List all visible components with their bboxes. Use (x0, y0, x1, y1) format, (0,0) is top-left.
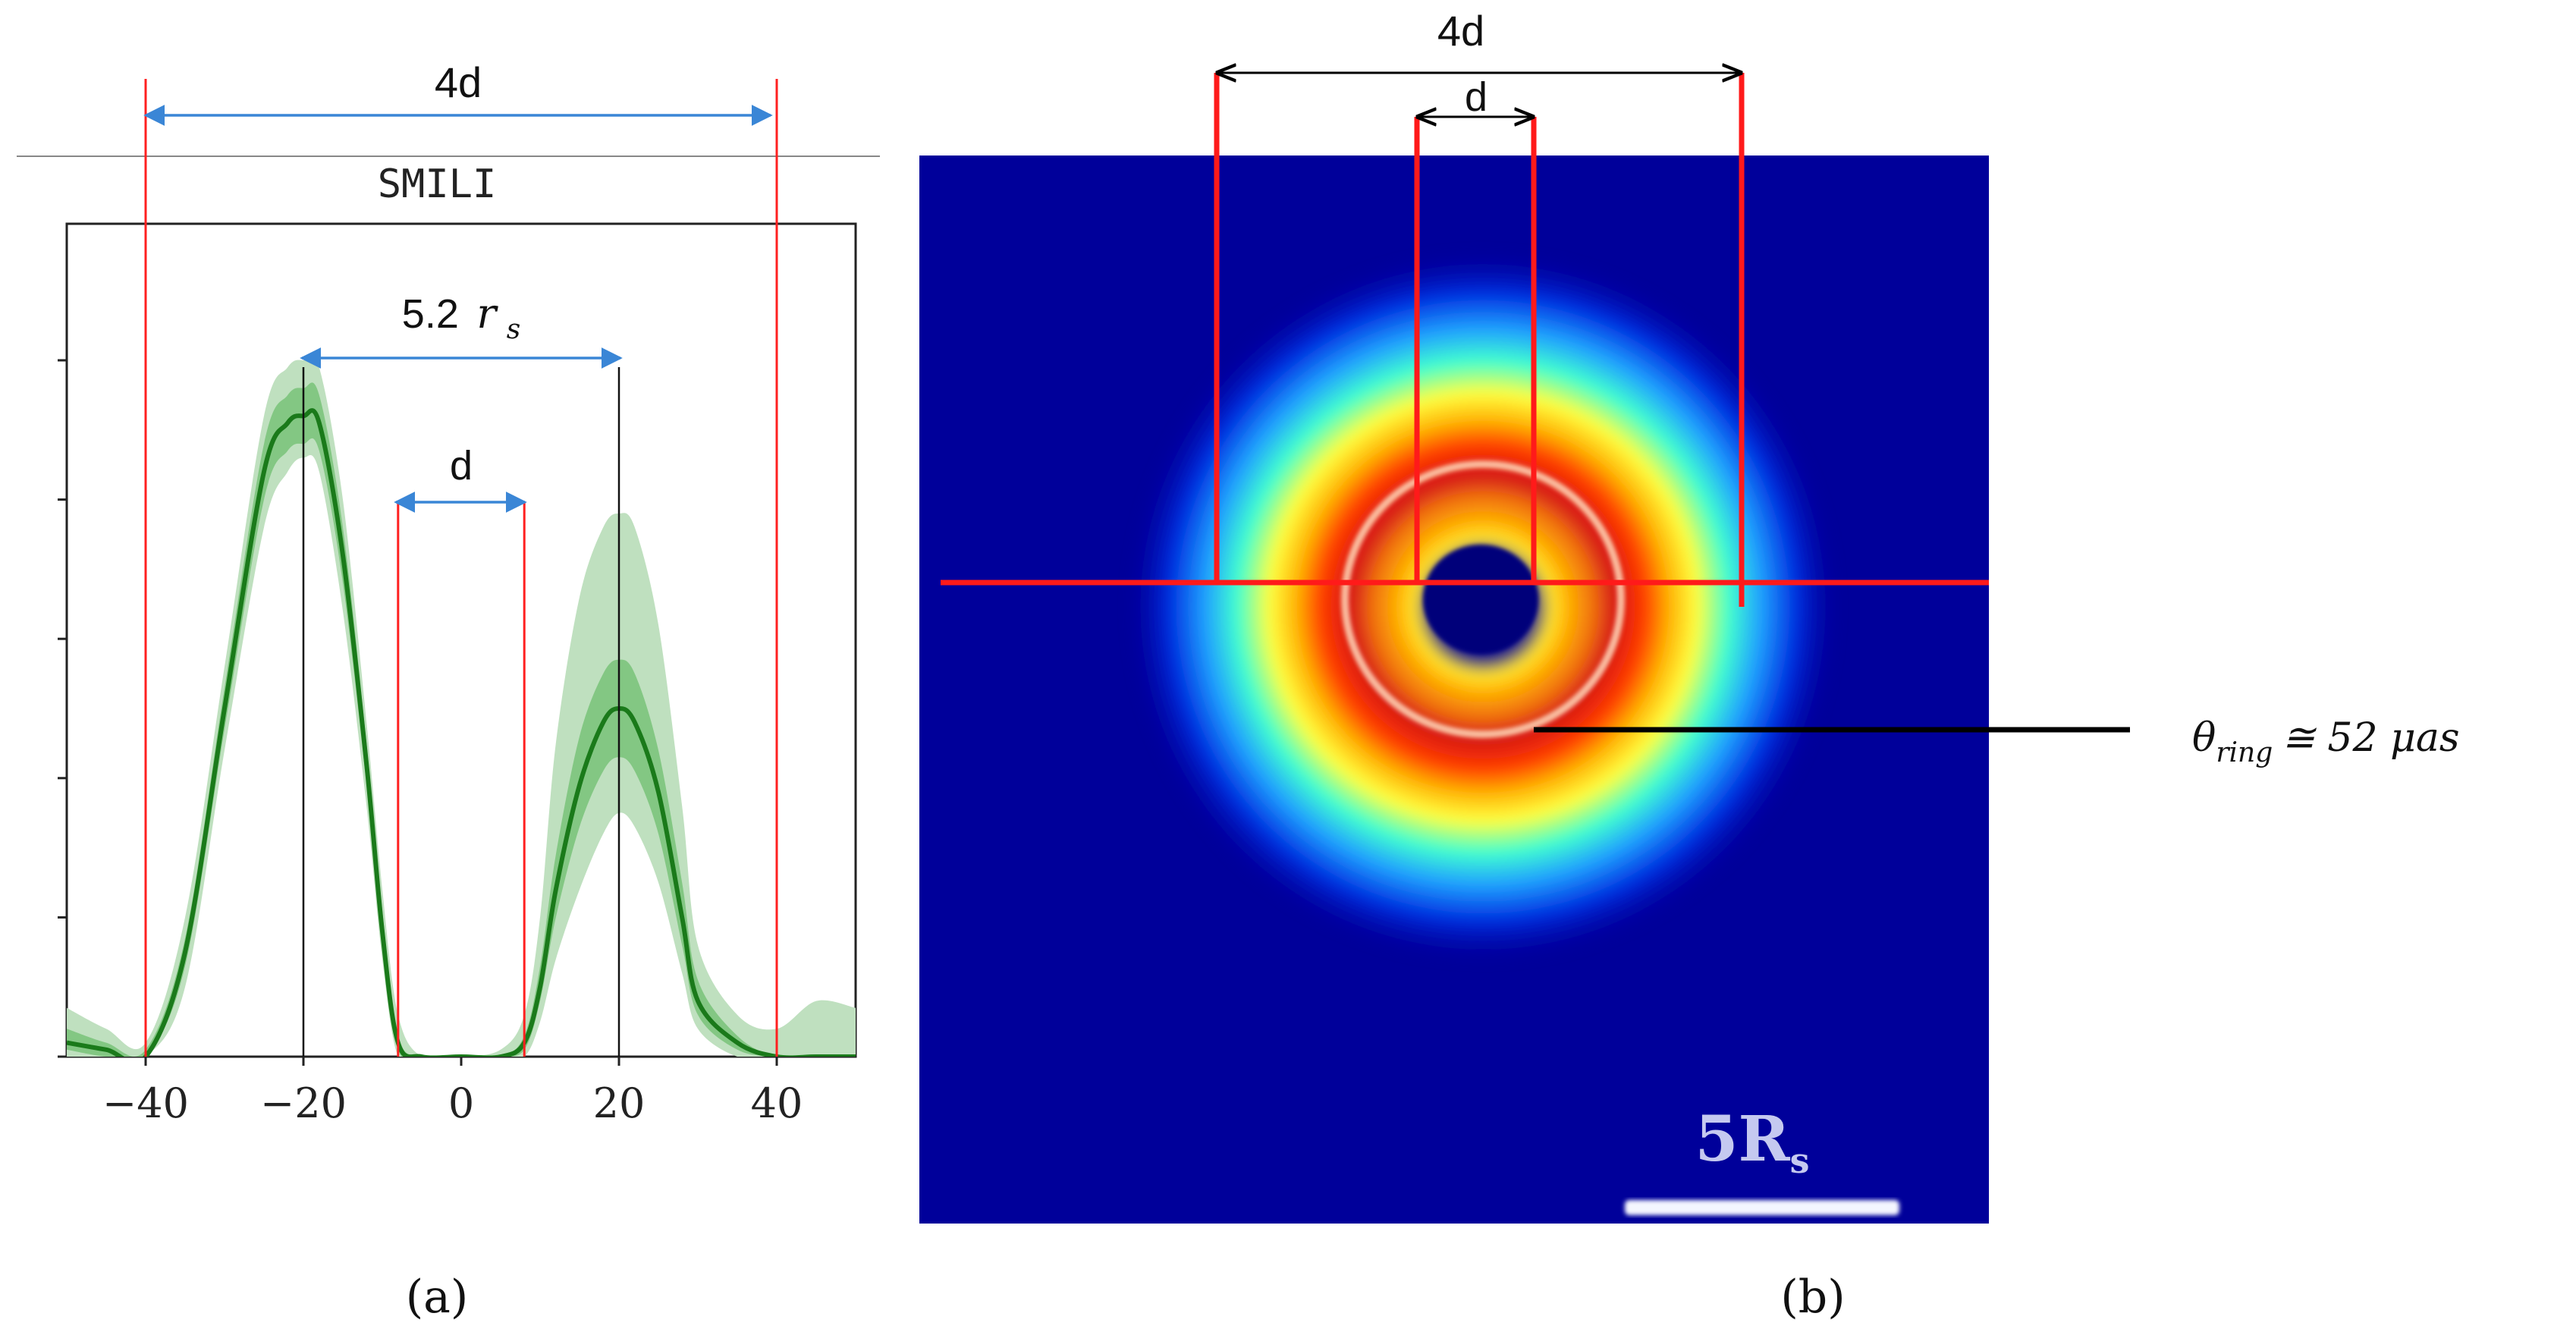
image-guide-lines (941, 73, 1989, 607)
scale-bar-label: 5Rs (1695, 1103, 1809, 1181)
uncertainty-band-outer (67, 354, 856, 1057)
d-label-b: d (1465, 74, 1487, 120)
x-tick-label: 40 (751, 1079, 803, 1127)
scale-bar-value: 5R (1695, 1103, 1790, 1176)
shadow-diameter-label: 5.2 r s (402, 290, 520, 345)
theta-symbol: θ (2192, 715, 2216, 761)
profile-line (67, 408, 856, 1057)
x-tick-label: −20 (260, 1079, 347, 1127)
x-tick-label: 20 (593, 1079, 646, 1127)
photon-ring (1341, 460, 1625, 738)
scale-bar-subscript: s (1790, 1140, 1810, 1181)
ring-size-label: θring ≅ 52 μas (2192, 715, 2460, 768)
panel-a-label: (a) (406, 1271, 469, 1324)
shadow-center (1423, 545, 1538, 654)
theta-value: ≅ 52 μas (2282, 715, 2459, 761)
panel-a-title: SMILI (378, 162, 497, 207)
panel-b: 5Rs 4d d θring ≅ 52 μas (b) (919, 7, 2460, 1324)
shadow-value: 5.2 (402, 291, 459, 337)
theta-subscript: ring (2216, 737, 2273, 768)
panel-a: SMILI −40 −20 0 20 40 4d 5.2 r s d (a) (17, 58, 880, 1324)
shadow-unit-subscript: s (507, 314, 520, 345)
four-d-label: 4d (435, 58, 482, 106)
d-label: d (450, 443, 473, 489)
y-axis (58, 359, 67, 1058)
x-tick-label: −40 (102, 1079, 189, 1127)
panel-b-label: (b) (1780, 1271, 1845, 1324)
x-tick-label: 0 (448, 1079, 474, 1127)
four-d-label-b: 4d (1437, 7, 1484, 55)
scale-bar (1625, 1200, 1899, 1215)
shadow-unit: r (476, 290, 498, 338)
guide-lines (144, 79, 778, 1057)
ring-image: 5Rs (919, 156, 1989, 1224)
x-axis: −40 −20 0 20 40 (102, 1057, 803, 1127)
